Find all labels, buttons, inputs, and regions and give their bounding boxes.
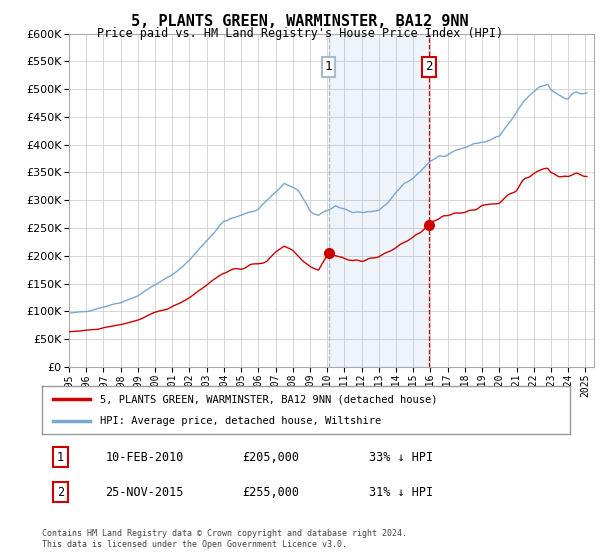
Text: 2: 2: [57, 486, 64, 498]
Text: 1: 1: [325, 60, 332, 73]
Text: HPI: Average price, detached house, Wiltshire: HPI: Average price, detached house, Wilt…: [100, 416, 382, 426]
Text: 5, PLANTS GREEN, WARMINSTER, BA12 9NN: 5, PLANTS GREEN, WARMINSTER, BA12 9NN: [131, 14, 469, 29]
Bar: [329, 34, 429, 367]
Text: £255,000: £255,000: [242, 486, 299, 498]
Text: Contains HM Land Registry data © Crown copyright and database right 2024.
This d: Contains HM Land Registry data © Crown c…: [42, 529, 407, 549]
Text: 25-NOV-2015: 25-NOV-2015: [106, 486, 184, 498]
Text: 2: 2: [425, 60, 433, 73]
Text: 5, PLANTS GREEN, WARMINSTER, BA12 9NN (detached house): 5, PLANTS GREEN, WARMINSTER, BA12 9NN (d…: [100, 394, 437, 404]
Text: 33% ↓ HPI: 33% ↓ HPI: [370, 451, 433, 464]
Text: Price paid vs. HM Land Registry's House Price Index (HPI): Price paid vs. HM Land Registry's House …: [97, 27, 503, 40]
Text: 10-FEB-2010: 10-FEB-2010: [106, 451, 184, 464]
Text: 31% ↓ HPI: 31% ↓ HPI: [370, 486, 433, 498]
Text: 1: 1: [57, 451, 64, 464]
Text: £205,000: £205,000: [242, 451, 299, 464]
